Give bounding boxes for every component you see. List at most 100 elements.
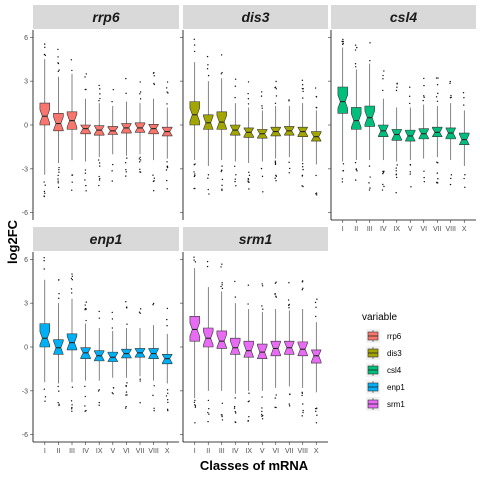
outlier-point [289,393,291,396]
outlier-point [84,172,87,174]
outlier-point [288,405,291,407]
outlier-point [301,83,304,86]
outlier-point [383,185,385,188]
box-csl4-II [351,44,362,181]
outlier-point [220,170,222,173]
outlier-point [208,413,210,415]
outlier-point [207,177,209,179]
box-dis3-VI [270,80,281,182]
strip-background-srm1 [183,227,328,251]
outlier-point [125,77,127,80]
outlier-point [315,174,317,177]
x-tick-label: III [367,226,373,233]
outlier-point [247,98,250,100]
outlier-point [57,186,60,189]
outlier-point [302,411,304,414]
outlier-point [315,96,318,98]
y-tick-label: -3 [22,166,28,173]
outlier-point [166,179,168,182]
strip-label-csl4: csl4 [390,9,417,25]
outlier-point [43,388,46,390]
outlier-point [165,395,168,397]
outlier-point [409,163,412,166]
box-rrp6-VII [134,81,146,173]
outlier-point [275,80,277,83]
outlier-point [166,91,168,93]
x-tick-label: III [219,448,225,455]
outlier-point [99,177,101,180]
box-dis3-IX [243,81,254,190]
outlier-point [396,82,398,84]
outlier-point [139,159,142,161]
box-rrp6-VI [121,77,132,177]
outlier-point [221,188,223,190]
outlier-point [139,81,141,83]
outlier-point [111,392,114,394]
outlier-point [153,385,155,387]
box-dis3-VII [284,99,295,174]
outlier-point [193,401,196,404]
box-csl4-IV [378,70,389,191]
outlier-point [301,166,304,168]
outlier-point [274,160,277,162]
outlier-point [165,169,168,171]
outlier-point [85,73,88,75]
outlier-point [194,261,197,263]
outlier-point [221,189,223,192]
outlier-point [382,89,384,92]
box-dis3-II [202,55,214,195]
outlier-point [167,92,169,94]
outlier-point [221,184,223,187]
outlier-point [275,296,277,298]
outlier-point [125,301,127,303]
box-enp1-VII [134,308,146,404]
outlier-point [167,392,169,395]
outlier-point [462,91,465,94]
outlier-point [139,93,141,95]
outlier-point [126,307,128,309]
outlier-point [301,163,304,165]
x-tick-label: I [44,448,46,455]
box-csl4-I [337,38,348,183]
outlier-point [315,410,317,413]
outlier-point [274,397,276,399]
outlier-point [395,167,397,169]
outlier-point [341,178,344,180]
outlier-point [301,174,304,177]
strip-background-rrp6 [33,5,179,29]
outlier-point [166,81,169,83]
outlier-point [235,174,237,176]
x-tick-label: VII [433,226,442,233]
legend-title: variable [362,312,397,323]
box-enp1-VIII [148,302,159,412]
outlier-point [261,415,263,417]
outlier-point [193,38,195,41]
x-tick-label: V [408,226,413,233]
outlier-point [275,281,277,283]
outlier-point [274,282,277,285]
box-body [337,86,348,114]
facet-panel-rrp6: rrp6 -6 -3 0 3 6 [22,5,179,220]
outlier-point [58,171,60,173]
outlier-point [248,188,250,190]
outlier-point [124,407,127,409]
outlier-point [166,166,169,169]
outlier-point [70,292,73,294]
outlier-point [207,64,209,66]
outlier-point [98,84,100,87]
outlier-point [166,325,168,327]
outlier-point [408,95,411,98]
outlier-point [206,260,209,263]
outlier-point [274,86,277,88]
outlier-point [261,105,263,107]
outlier-point [70,277,73,280]
outlier-point [84,309,86,311]
outlier-point [220,266,222,268]
outlier-point [206,68,209,70]
outlier-point [43,43,46,45]
legend-entry-csl4: csl4 [366,363,402,377]
outlier-point [356,46,358,49]
outlier-point [44,46,46,49]
x-tick-label: IV [380,226,387,233]
